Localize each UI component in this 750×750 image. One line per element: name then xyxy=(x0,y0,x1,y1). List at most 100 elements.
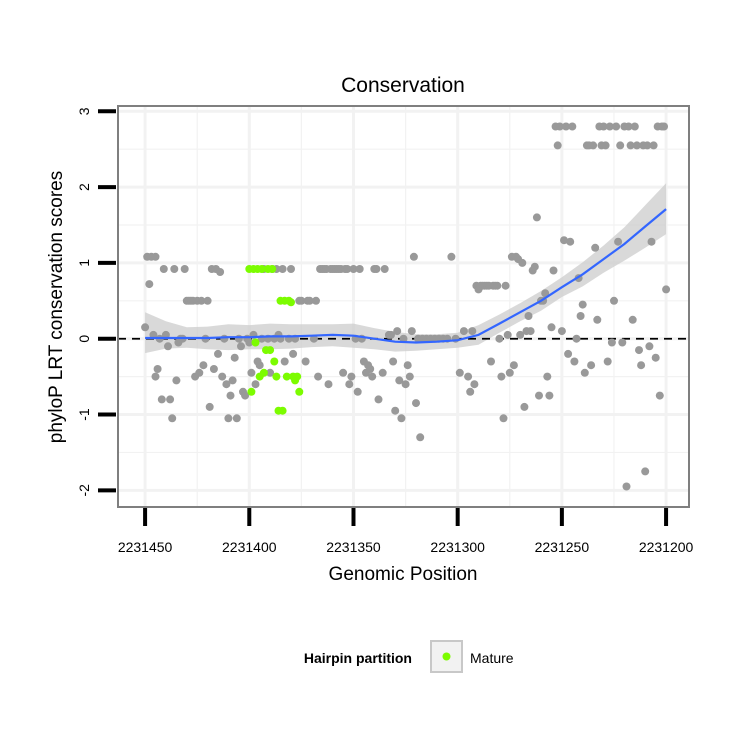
data-point-other xyxy=(501,281,510,290)
data-point-other xyxy=(614,237,623,246)
plot-panel xyxy=(118,106,689,507)
data-point-other xyxy=(170,265,179,273)
data-point-other xyxy=(403,361,412,370)
plot-panel-border xyxy=(117,105,690,508)
data-point-other xyxy=(660,122,668,131)
data-point-other xyxy=(455,368,464,377)
grid-lines xyxy=(118,106,689,507)
data-point-other xyxy=(572,334,581,343)
data-point-other xyxy=(599,122,608,131)
y-tick-label: 0 xyxy=(76,335,92,343)
data-point-other xyxy=(532,213,541,222)
y-tick-label: 2 xyxy=(76,183,92,191)
data-point-other xyxy=(543,372,552,381)
data-point-other xyxy=(168,414,177,423)
data-point-other xyxy=(153,365,162,373)
data-point-mature xyxy=(293,372,302,381)
data-point-other xyxy=(503,330,512,339)
y-tick-label: -2 xyxy=(76,484,92,497)
data-point-other xyxy=(497,372,506,381)
data-point-other xyxy=(397,414,406,423)
data-point-other xyxy=(464,372,473,381)
data-point-other xyxy=(389,357,398,366)
data-point-other xyxy=(612,122,621,131)
data-point-other xyxy=(199,361,208,370)
mature-points xyxy=(245,265,304,415)
data-point-other xyxy=(555,122,564,131)
data-point-other xyxy=(166,395,175,404)
data-point-other xyxy=(374,395,383,404)
data-point-other xyxy=(247,368,256,377)
data-point-other xyxy=(447,252,456,261)
x-tick-label: 2231200 xyxy=(639,539,694,555)
data-point-other xyxy=(601,141,610,150)
data-point-other xyxy=(220,334,229,343)
data-point-other xyxy=(312,296,320,305)
data-point-other xyxy=(157,395,166,404)
data-point-other xyxy=(628,315,637,324)
data-point-other xyxy=(526,327,535,336)
data-point-other xyxy=(218,372,227,381)
data-point-other xyxy=(499,414,508,423)
data-point-other xyxy=(662,285,671,294)
data-point-other xyxy=(203,296,212,305)
data-point-other xyxy=(487,357,495,366)
data-point-other xyxy=(459,327,468,336)
data-point-other xyxy=(570,357,579,366)
data-point-other xyxy=(616,141,625,150)
data-point-mature xyxy=(247,387,256,396)
y-axis-label: phyloP LRT conservation scores xyxy=(46,171,67,444)
data-point-other xyxy=(610,296,618,305)
data-point-other xyxy=(245,338,254,347)
data-point-other xyxy=(289,349,298,358)
other-points xyxy=(141,122,671,491)
data-point-other xyxy=(353,387,362,396)
data-point-other xyxy=(228,376,237,385)
data-point-other xyxy=(216,268,225,276)
data-point-other xyxy=(347,372,356,381)
data-point-other xyxy=(524,312,533,320)
data-point-other xyxy=(297,296,306,305)
data-point-other xyxy=(407,327,416,336)
x-tick-label: 2231350 xyxy=(326,539,381,555)
data-point-other xyxy=(145,280,154,289)
data-point-other xyxy=(393,327,402,336)
data-point-other xyxy=(470,380,479,389)
data-point-other xyxy=(645,342,654,351)
data-point-other xyxy=(391,406,400,415)
data-point-other xyxy=(301,357,310,366)
data-point-mature xyxy=(268,265,277,273)
data-point-other xyxy=(622,482,631,491)
data-point-other xyxy=(222,380,231,389)
data-point-other xyxy=(159,265,168,273)
data-point-other xyxy=(557,327,566,336)
data-point-other xyxy=(195,368,204,377)
legend-marker-mature xyxy=(442,652,451,661)
data-point-other xyxy=(632,141,641,150)
data-point-other xyxy=(412,399,420,408)
data-point-other xyxy=(605,122,614,131)
data-point-other xyxy=(209,365,218,373)
data-point-other xyxy=(643,141,652,150)
x-tick-label: 2231450 xyxy=(118,539,173,555)
data-point-other xyxy=(266,368,275,377)
data-point-other xyxy=(576,312,585,320)
y-tick-label: 3 xyxy=(76,107,92,115)
smooth-trend-line xyxy=(145,208,667,344)
data-point-other xyxy=(607,338,616,347)
data-point-mature xyxy=(282,372,291,381)
data-point-other xyxy=(520,402,529,411)
data-point-other xyxy=(505,368,514,377)
data-point-other xyxy=(366,365,375,373)
legend-key xyxy=(430,640,463,673)
data-point-other xyxy=(651,353,660,362)
data-point-other xyxy=(641,467,650,476)
data-point-other xyxy=(405,372,414,381)
data-point-other xyxy=(516,330,525,339)
data-point-mature xyxy=(266,346,275,355)
data-point-other xyxy=(355,265,364,273)
legend-title: Hairpin partition xyxy=(304,650,412,666)
data-point-other xyxy=(409,252,418,261)
data-point-other xyxy=(241,391,250,400)
data-point-other xyxy=(635,346,643,355)
